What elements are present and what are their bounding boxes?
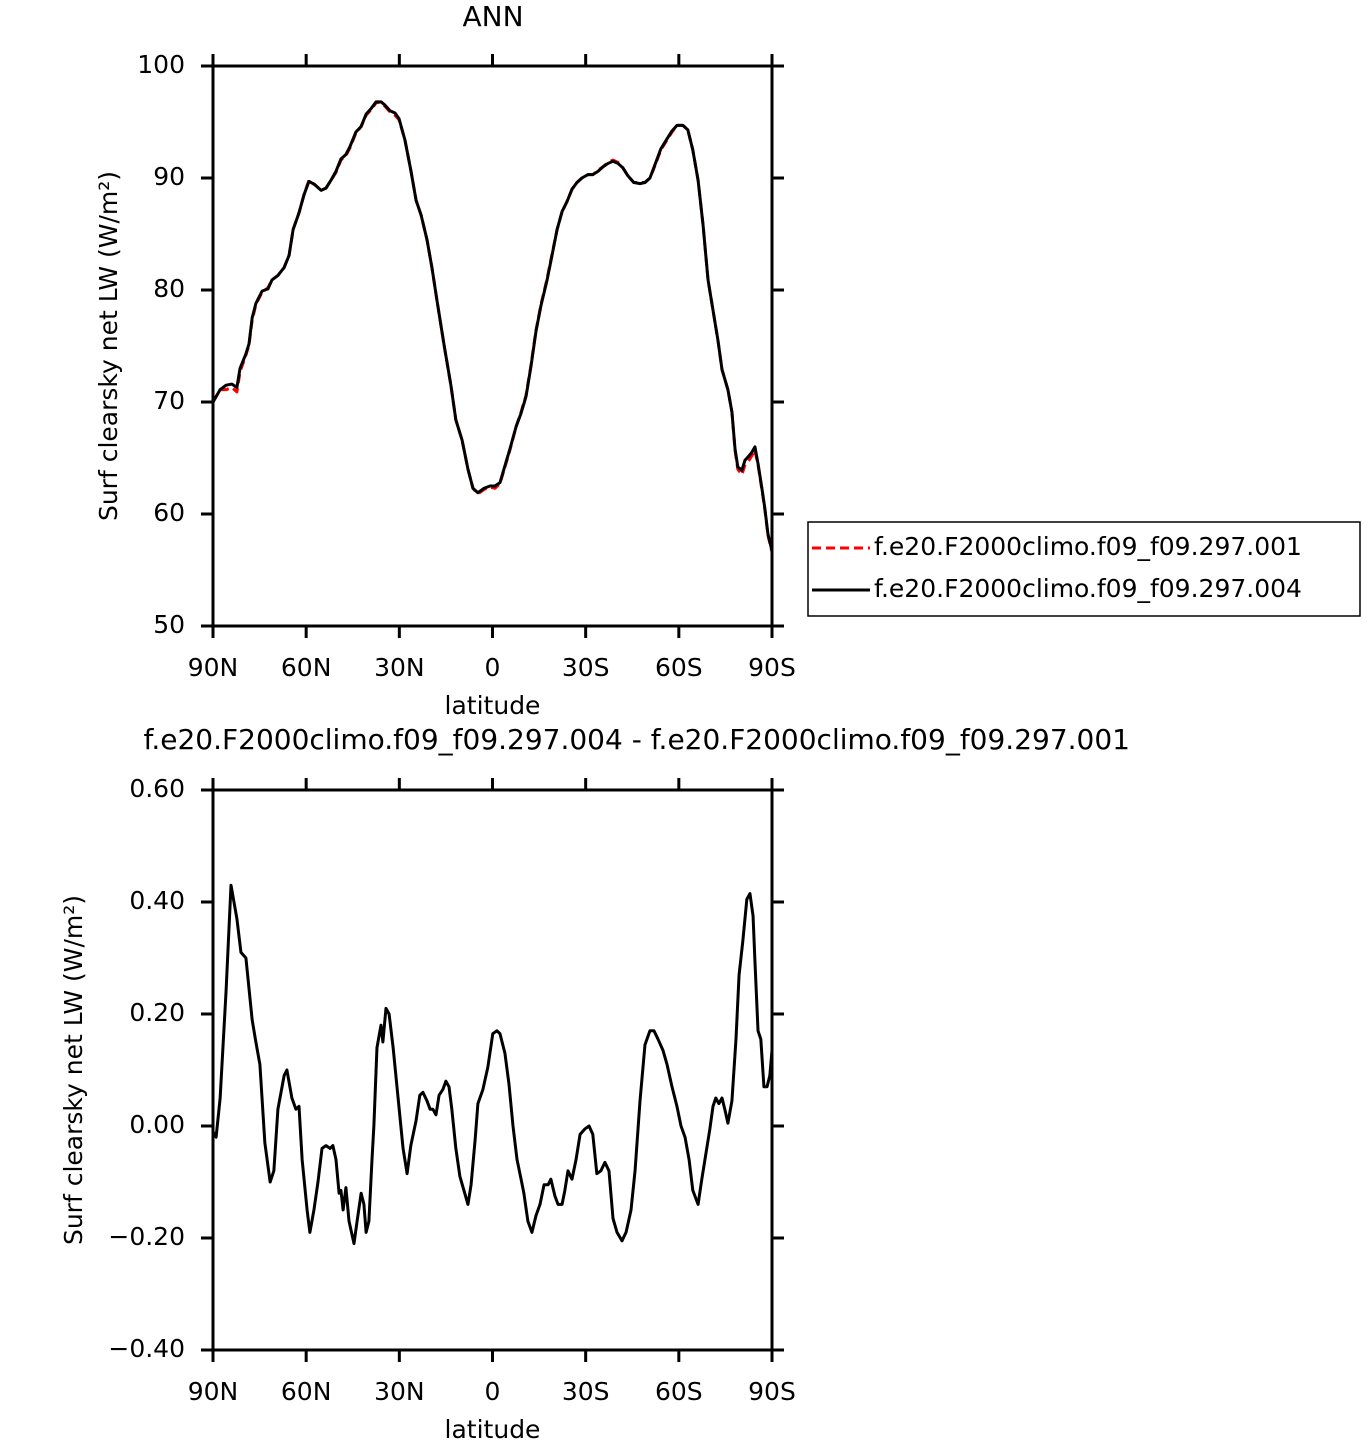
chart-title: ANN	[462, 0, 523, 33]
y-tick-label: −0.40	[108, 1334, 185, 1363]
y-tick-label: 0.40	[129, 886, 185, 915]
chart-title: f.e20.F2000climo.f09_f09.297.004 - f.e20…	[144, 723, 1130, 756]
x-tick-label: 60S	[655, 653, 703, 682]
legend-label: f.e20.F2000climo.f09_f09.297.001	[874, 532, 1302, 561]
x-tick-label: 30N	[374, 1377, 425, 1406]
x-tick-label: 90N	[188, 653, 239, 682]
y-axis-label: Surf clearsky net LW (W/m²)	[59, 895, 88, 1245]
x-tick-label: 30S	[562, 1377, 610, 1406]
x-tick-label: 90S	[748, 653, 796, 682]
x-tick-label: 60N	[281, 653, 332, 682]
x-tick-label: 90N	[188, 1377, 239, 1406]
y-tick-label: 70	[153, 386, 185, 415]
y-tick-label: −0.20	[108, 1222, 185, 1251]
legend-label: f.e20.F2000climo.f09_f09.297.004	[874, 574, 1302, 603]
x-axis-label: latitude	[445, 1415, 541, 1444]
y-tick-label: 0.60	[129, 774, 185, 803]
data-line	[211, 883, 774, 1246]
y-axis-label: Surf clearsky net LW (W/m²)	[94, 171, 123, 521]
y-tick-label: 60	[153, 498, 185, 527]
legend: f.e20.F2000climo.f09_f09.297.001 f.e20.F2…	[807, 521, 1361, 617]
x-tick-label: 30N	[374, 653, 425, 682]
x-tick-label: 0	[485, 653, 501, 682]
x-tick-label: 0	[485, 1377, 501, 1406]
plot-frame	[211, 64, 774, 628]
x-axis-label: latitude	[445, 691, 541, 720]
data-line	[211, 100, 774, 552]
y-tick-label: 0.20	[129, 998, 185, 1027]
y-tick-label: 90	[153, 162, 185, 191]
y-tick-label: 50	[153, 610, 185, 639]
plot-frame	[211, 788, 774, 1352]
legend-box	[807, 521, 1361, 617]
y-tick-label: 0.00	[129, 1110, 185, 1139]
y-tick-label: 80	[153, 274, 185, 303]
y-tick-label: 100	[137, 50, 185, 79]
x-tick-label: 90S	[748, 1377, 796, 1406]
x-tick-label: 60N	[281, 1377, 332, 1406]
x-tick-label: 60S	[655, 1377, 703, 1406]
x-tick-label: 30S	[562, 653, 610, 682]
